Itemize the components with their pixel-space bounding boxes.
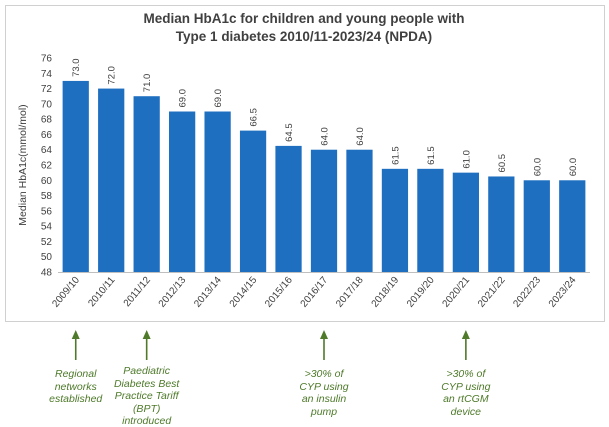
bar-value-label: 61.5 [390,146,401,165]
x-tick-label: 2018/19 [370,275,402,310]
bar [381,168,409,272]
x-tick-label: 2013/14 [192,275,224,310]
bar-value-label: 69.0 [178,89,189,108]
annotation-arrow-head [320,330,328,339]
bar [417,168,444,272]
bar-value-label: 60.0 [568,158,579,177]
annotation-line: networks [54,380,97,393]
annotation-line: Paediatric [123,365,170,377]
bar-value-label: 61.5 [426,146,437,165]
bar [169,111,196,272]
annotation-line: Practice Tariff [114,390,179,402]
y-tick-label: 72 [41,84,53,95]
y-tick-label: 60 [41,176,53,187]
chart-title-line-1: Median HbA1c for children and young peop… [143,11,464,26]
bar-value-label: 64.5 [284,123,295,142]
chart-frame [5,5,605,322]
y-axis: 48 50 52 54 56 58 60 62 64 66 68 70 72 74 76 [41,54,53,279]
bar [523,180,550,272]
bar-value-label: 61.0 [461,150,472,169]
x-tick-label: 2021/22 [476,275,508,310]
annotation-text: Paediatric Diabetes Best Practice Tariff (B… [97,365,197,427]
bar [239,130,267,272]
annotation-line: device [450,405,482,418]
bar [310,149,338,272]
y-tick-label: 66 [41,130,53,141]
y-tick-label: 64 [41,145,53,156]
annotation-line: CYP using [441,380,491,393]
annotation-line: >30% of [304,368,344,380]
annotation-line: Diabetes Best [113,377,180,390]
annotation-line: an insulin [301,393,347,405]
y-tick-label: 70 [41,99,53,110]
bar [62,80,89,272]
x-tick-label: 2019/20 [405,275,437,310]
bar [452,172,479,272]
annotation-line: an rtCGM [443,393,489,405]
bar-value-label: 60.5 [497,154,508,173]
bar [559,180,586,272]
bar-value-label: 66.5 [249,108,260,127]
bar-value-label: 60.0 [532,158,543,177]
annotation-line: >30% of [446,368,486,380]
annotation-line: CYP using [299,380,349,393]
y-tick-label: 76 [41,54,53,65]
annotation-line: (BPT) [132,402,161,415]
bar-value-label: 71.0 [142,74,153,93]
y-tick-label: 52 [41,237,53,248]
annotation-line: pump [310,405,338,418]
y-tick-label: 68 [41,115,53,126]
y-tick-label: 56 [41,206,53,217]
y-tick-label: 58 [41,191,53,202]
x-tick-label: 2015/16 [263,275,295,310]
annotation-arrow-head [71,330,80,339]
y-axis-label: Median HbA1c(mmol/mol) [17,104,29,225]
x-tick-label: 2014/15 [228,275,260,310]
annotation-text: >30% of CYP using an rtCGM device [416,368,516,418]
annotation-line: Regional [54,368,97,380]
bar [275,145,302,272]
y-tick-label: 54 [41,222,53,233]
bar [98,88,125,272]
x-tick-label: 2022/23 [511,275,543,310]
bar-value-label: 64.0 [320,127,331,146]
x-tick-label: 2012/13 [157,275,189,310]
chart-title-line-2: Type 1 diabetes 2010/11-2023/24 (NPDA) [176,29,432,44]
bar-value-label: 64.0 [355,127,366,146]
bar-value-label: 72.0 [107,66,118,85]
annotation-text: >30% of CYP using an insulin pump [274,368,374,418]
y-tick-label: 48 [41,268,53,279]
bar-value-label: 73.0 [71,58,82,77]
annotation-text: Regional networks established [26,368,126,406]
bar [204,111,231,272]
bar-series: 73.0 72.0 71.0 69.0 69.0 66.5 64.5 64.0 64.0 61.5… [62,58,586,272]
bar [133,96,160,272]
x-tick-label: 2017/18 [334,275,366,310]
x-axis: 2009/10 2010/11 2011/12 2012/13 2013/14 2014/… [50,272,590,310]
x-tick-label: 2010/11 [86,275,117,310]
x-tick-label: 2023/24 [547,275,579,310]
bar [488,176,515,272]
bar-value-label: 69.0 [213,89,224,108]
annotation-arrow-head [142,330,151,339]
annotation-line: established [49,393,103,405]
y-tick-label: 74 [41,69,53,80]
x-tick-label: 2016/17 [299,275,331,310]
y-tick-label: 50 [41,252,53,263]
x-tick-label: 2009/10 [50,275,82,310]
y-tick-label: 62 [41,161,53,172]
bar [346,149,373,272]
x-tick-label: 2011/12 [122,275,153,310]
annotation-arrow-head [461,330,470,339]
annotation-line: introduced [122,415,172,427]
x-tick-label: 2020/21 [440,275,472,310]
